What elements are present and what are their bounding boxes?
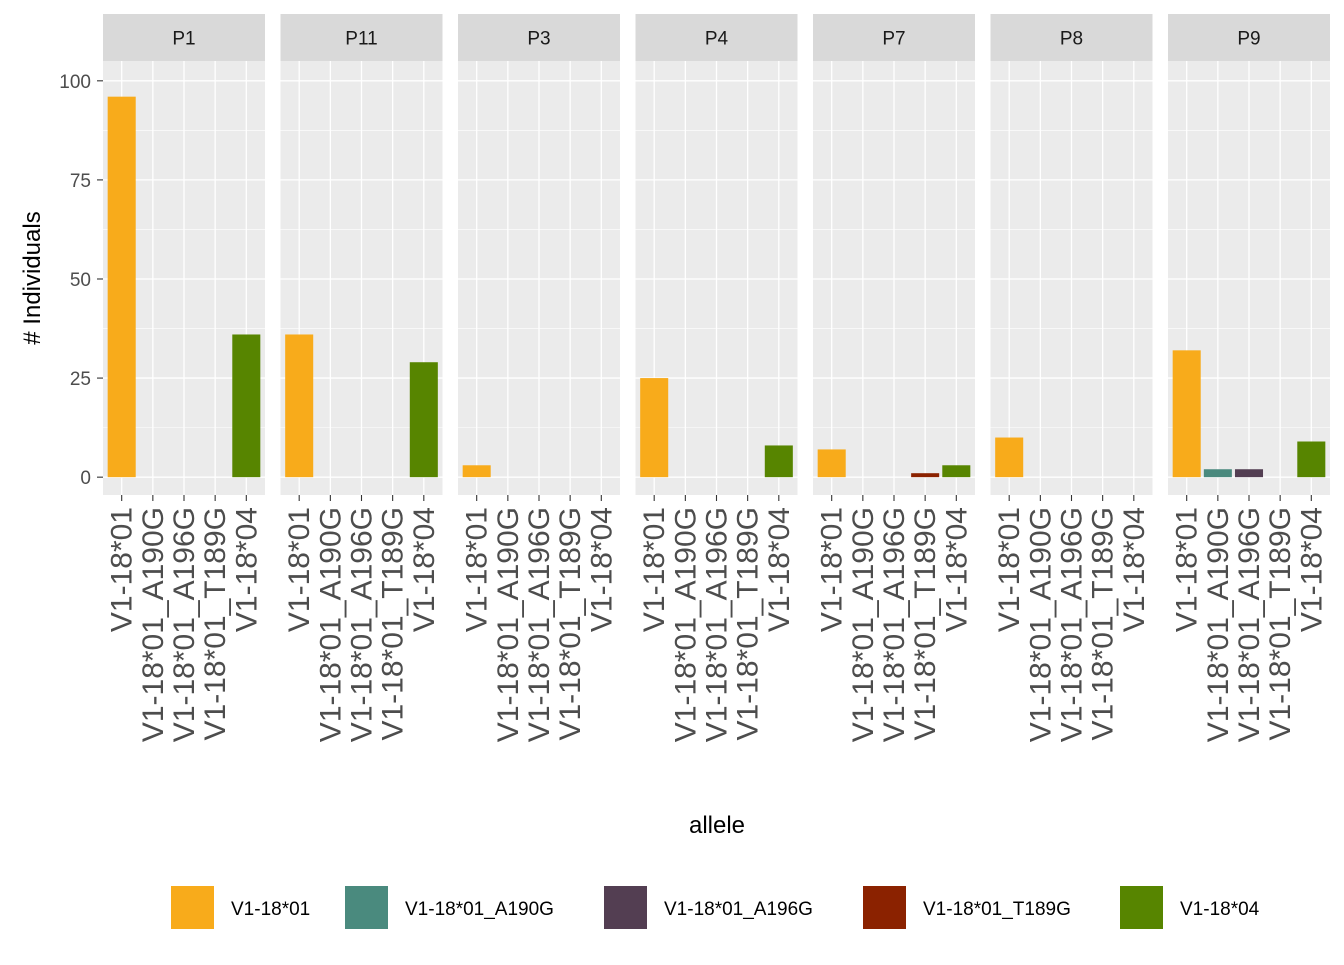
bar [409,362,438,478]
x-tick-label: V1-18*01_A196G [701,507,734,742]
legend-label: V1-18*01_A190G [405,899,554,920]
bar [995,437,1024,478]
x-tick-label: V1-18*04 [230,507,263,632]
x-tick-label: V1-18*01_A196G [523,507,556,742]
x-tick-label: V1-18*01_A190G [137,507,170,742]
x-tick-label: V1-18*01 [283,507,316,632]
facet-strip [813,14,975,61]
bar [640,378,669,478]
x-tick-label: V1-18*01_A196G [878,507,911,742]
x-tick-label: V1-18*01 [816,507,849,632]
legend-label: V1-18*01_T189G [923,899,1071,920]
x-tick-label: V1-18*01 [461,507,494,632]
x-tick-label: V1-18*01_T189G [732,507,765,741]
y-tick-label: 75 [70,171,91,192]
facet-label: P3 [527,29,550,50]
x-tick-label: V1-18*01_A190G [669,507,702,742]
bar [942,465,971,478]
x-tick-label: V1-18*01_T189G [199,507,232,741]
x-tick-label: V1-18*01_T189G [1264,507,1297,741]
x-axis-title: allele [689,812,745,839]
bar [462,465,491,478]
facet-label: P8 [1060,29,1083,50]
x-tick-label: V1-18*01_T189G [377,507,410,741]
x-tick-label: V1-18*01_T189G [554,507,587,741]
legend-label: V1-18*01 [231,899,310,920]
x-tick-label: V1-18*01 [993,507,1026,632]
legend-swatch [604,886,647,929]
x-tick-label: V1-18*04 [585,507,618,632]
x-tick-label: V1-18*04 [940,507,973,632]
x-tick-label: V1-18*01 [106,507,139,632]
x-tick-label: V1-18*01_A190G [1024,507,1057,742]
facet-strip [635,14,798,61]
y-tick-label: 100 [59,72,91,93]
facet-strip [990,14,1153,61]
bar [1297,441,1326,478]
x-tick-label: V1-18*04 [1118,507,1151,632]
y-tick-label: 25 [70,369,91,390]
y-tick-label: 0 [80,468,91,489]
x-tick-label: V1-18*01_T189G [909,507,942,741]
facet-label: P4 [705,29,729,50]
legend-swatch [863,886,906,929]
facet-label: P9 [1237,29,1260,50]
facet-label: P1 [172,29,195,50]
bar [232,334,261,478]
facet-strip [458,14,620,61]
x-tick-label: V1-18*01_A196G [346,507,379,742]
bar [1203,469,1232,478]
facet-strip [280,14,443,61]
bar [1172,350,1201,478]
x-tick-label: V1-18*01_A190G [847,507,880,742]
x-tick-label: V1-18*04 [1295,507,1328,632]
legend-swatch [1120,886,1163,929]
y-tick-label: 50 [70,270,91,291]
x-tick-label: V1-18*01_T189G [1087,507,1120,741]
x-tick-label: V1-18*01 [1171,507,1204,632]
x-tick-label: V1-18*01_A190G [314,507,347,742]
x-tick-label: V1-18*01_A196G [1056,507,1089,742]
y-axis-title: # Individuals [19,211,46,344]
legend-swatch [345,886,388,929]
x-tick-label: V1-18*01_A190G [492,507,525,742]
facet-strip [103,14,265,61]
bar [911,473,940,478]
facet-label: P11 [345,29,377,50]
bar [285,334,314,478]
bar [764,445,793,478]
x-tick-label: V1-18*04 [408,507,441,632]
legend-label: V1-18*01_A196G [664,899,813,920]
x-tick-label: V1-18*01_A196G [1233,507,1266,742]
legend-swatch [171,886,214,929]
legend-label: V1-18*04 [1180,899,1260,920]
bar [107,96,136,478]
x-tick-label: V1-18*01_A196G [168,507,201,742]
bar [817,449,846,478]
x-tick-label: V1-18*01 [638,507,671,632]
facet-label: P7 [882,29,905,50]
facet-strip [1168,14,1330,61]
bar [1234,469,1264,478]
x-tick-label: V1-18*01_A190G [1202,507,1235,742]
x-tick-label: V1-18*04 [763,507,796,632]
